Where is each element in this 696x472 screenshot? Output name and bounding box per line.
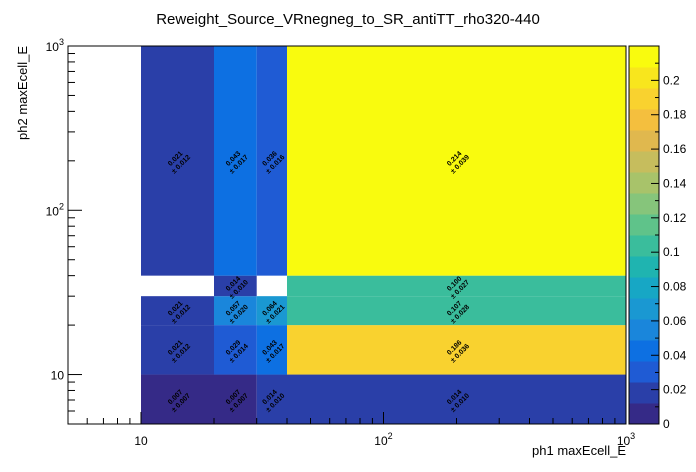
colorbar-swatch: [629, 382, 659, 404]
heatmap-cell: [140, 46, 214, 276]
colorbar-swatch: [629, 340, 659, 362]
y-tick-label: 102: [46, 201, 64, 218]
colorbar-tick-label: 0.06: [663, 314, 687, 328]
x-axis-label: ph1 maxEcell_E: [532, 443, 626, 458]
colorbar-tick-label: 0.16: [663, 142, 687, 156]
y-tick-label: 10: [51, 369, 65, 383]
heatmap-cell: [213, 275, 257, 297]
y-axis: 10 102 103: [46, 37, 82, 425]
heatmap-cell: [286, 325, 626, 375]
heatmap-cell: [140, 325, 214, 375]
colorbar-swatch: [629, 151, 659, 173]
y-axis-label: ph2 maxEcell_E: [15, 46, 30, 140]
colorbar-swatch: [629, 172, 659, 194]
colorbar-swatch: [629, 46, 659, 68]
colorbar-swatch: [629, 130, 659, 152]
heatmap-cell: [286, 275, 626, 297]
colorbar-tick-label: 0.18: [663, 108, 687, 122]
colorbar-swatch: [629, 256, 659, 278]
x-tick-label: 102: [374, 431, 392, 448]
colorbar-swatch: [629, 109, 659, 131]
heatmap-cell: [213, 325, 257, 375]
colorbar-swatch: [629, 298, 659, 320]
heatmap-cell: [213, 296, 257, 326]
colorbar-swatch: [629, 277, 659, 299]
x-axis: 10 102 103: [67, 412, 635, 448]
colorbar-tick-label: 0.12: [663, 211, 687, 225]
heatmap-cell: [256, 296, 287, 326]
colorbar-tick-label: 0.08: [663, 280, 687, 294]
colorbar-tick-label: 0.1: [663, 245, 680, 259]
colorbar-tick-label: 0.02: [663, 383, 687, 397]
heatmap-cell: [140, 296, 214, 326]
colorbar-swatch: [629, 235, 659, 257]
colorbar-tick-label: 0.14: [663, 176, 687, 190]
colorbar-swatch: [629, 193, 659, 215]
plot-frame: [67, 45, 627, 425]
heatmap-cell: [213, 374, 257, 424]
heatmap-cell: [256, 325, 287, 375]
x-tick-label: 103: [617, 431, 635, 448]
colorbar-swatch: [629, 88, 659, 110]
heatmap-cells: [140, 46, 626, 424]
chart-title: Reweight_Source_VRnegneg_to_SR_antiTT_rh…: [156, 11, 540, 28]
colorbar-tick-label: 0.2: [663, 73, 680, 87]
colorbar-swatch: [629, 214, 659, 236]
colorbar-swatch: [629, 361, 659, 383]
heatmap-cell: [286, 46, 626, 276]
heatmap-cell: [213, 46, 257, 276]
y-tick-label: 103: [46, 37, 64, 54]
heatmap-cell: [286, 296, 626, 326]
colorbar: 0 0.02 0.04 0.06 0.08 0.1 0.12 0.14 0.16 0.18 0.2: [628, 45, 687, 431]
colorbar-tick-label: 0.04: [663, 348, 687, 362]
heatmap-cell: [256, 46, 287, 276]
heatmap-cell: [140, 374, 214, 424]
colorbar-tick-label: 0: [663, 417, 670, 431]
heatmap-cell: [256, 374, 287, 424]
colorbar-swatch: [629, 403, 659, 425]
colorbar-swatch: [629, 67, 659, 89]
colorbar-swatch: [629, 319, 659, 341]
x-tick-label: 10: [134, 434, 148, 448]
heatmap-cell: [286, 374, 626, 424]
